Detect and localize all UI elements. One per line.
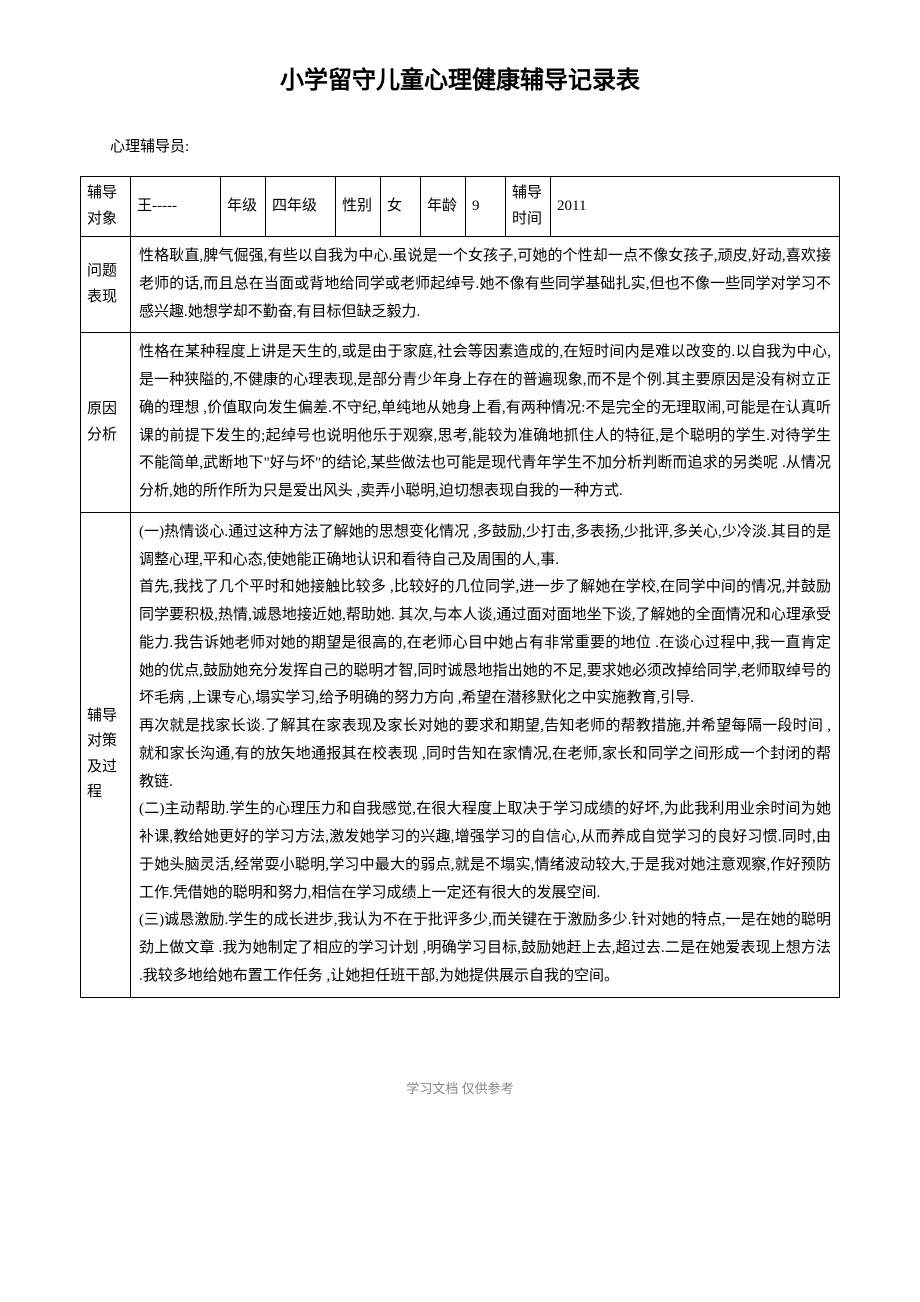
grade-label: 年级 (221, 177, 266, 237)
analysis-content: 性格在某种程度上讲是天生的,或是由于家庭,社会等因素造成的,在短时间内是难以改变… (131, 333, 840, 513)
age-value: 9 (466, 177, 506, 237)
gender-value: 女 (381, 177, 421, 237)
header-row: 辅导对象 王----- 年级 四年级 性别 女 年龄 9 辅导时间 2011 (81, 177, 840, 237)
subject-value: 王----- (131, 177, 221, 237)
problem-row: 问题表现 性格耿直,脾气倔强,有些以自我为中心.虽说是一个女孩子,可她的个性却一… (81, 237, 840, 333)
counselor-label: 心理辅导员: (80, 135, 840, 156)
subject-label: 辅导对象 (81, 177, 131, 237)
record-table: 辅导对象 王----- 年级 四年级 性别 女 年龄 9 辅导时间 2011 问… (80, 176, 840, 998)
grade-value: 四年级 (266, 177, 336, 237)
time-value: 2011 (551, 177, 840, 237)
age-label: 年龄 (421, 177, 466, 237)
time-label: 辅导时间 (506, 177, 551, 237)
page-title: 小学留守儿童心理健康辅导记录表 (80, 60, 840, 95)
guidance-row: 辅导对策及过程 (一)热情谈心.通过这种方法了解她的思想变化情况 ,多鼓励,少打… (81, 512, 840, 997)
problem-label: 问题表现 (81, 237, 131, 333)
footer-text: 学习文档 仅供参考 (80, 1078, 840, 1097)
problem-content: 性格耿直,脾气倔强,有些以自我为中心.虽说是一个女孩子,可她的个性却一点不像女孩… (131, 237, 840, 333)
guidance-label: 辅导对策及过程 (81, 512, 131, 997)
analysis-row: 原因分析 性格在某种程度上讲是天生的,或是由于家庭,社会等因素造成的,在短时间内… (81, 333, 840, 513)
analysis-label: 原因分析 (81, 333, 131, 513)
guidance-content: (一)热情谈心.通过这种方法了解她的思想变化情况 ,多鼓励,少打击,多表扬,少批… (131, 512, 840, 997)
gender-label: 性别 (336, 177, 381, 237)
